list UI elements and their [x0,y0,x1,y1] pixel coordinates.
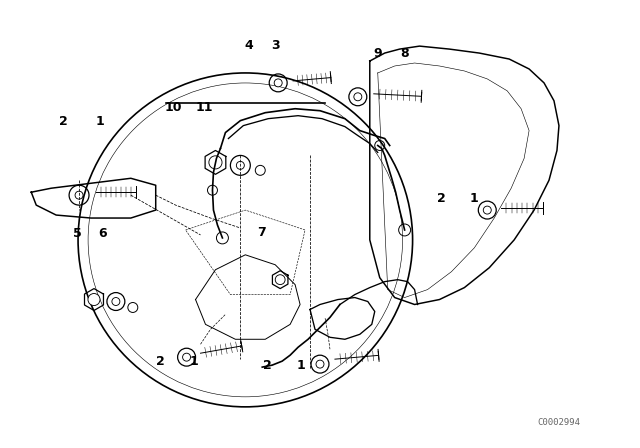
Text: 8: 8 [400,47,408,60]
Text: 1: 1 [96,115,104,128]
Text: 1: 1 [296,359,305,372]
Text: 1: 1 [189,355,198,368]
Circle shape [112,297,120,306]
Text: 2: 2 [156,355,165,368]
Circle shape [88,293,100,306]
Text: 7: 7 [257,226,266,239]
Circle shape [274,79,282,87]
Circle shape [483,206,492,214]
Text: 3: 3 [271,39,280,52]
Circle shape [236,161,244,169]
Text: 9: 9 [373,47,381,60]
Text: 11: 11 [195,101,212,114]
Circle shape [354,93,362,101]
Circle shape [75,191,83,199]
Circle shape [316,360,324,368]
Text: C0002994: C0002994 [538,418,580,426]
Circle shape [182,353,191,361]
Text: 2: 2 [436,192,445,205]
Text: 1: 1 [470,192,479,205]
Text: 2: 2 [60,115,68,128]
Text: 2: 2 [264,359,272,372]
Text: 6: 6 [98,227,106,240]
Circle shape [275,275,285,284]
Text: 4: 4 [244,39,253,52]
Text: 10: 10 [164,101,182,114]
Circle shape [209,156,222,169]
Text: 5: 5 [74,227,82,240]
